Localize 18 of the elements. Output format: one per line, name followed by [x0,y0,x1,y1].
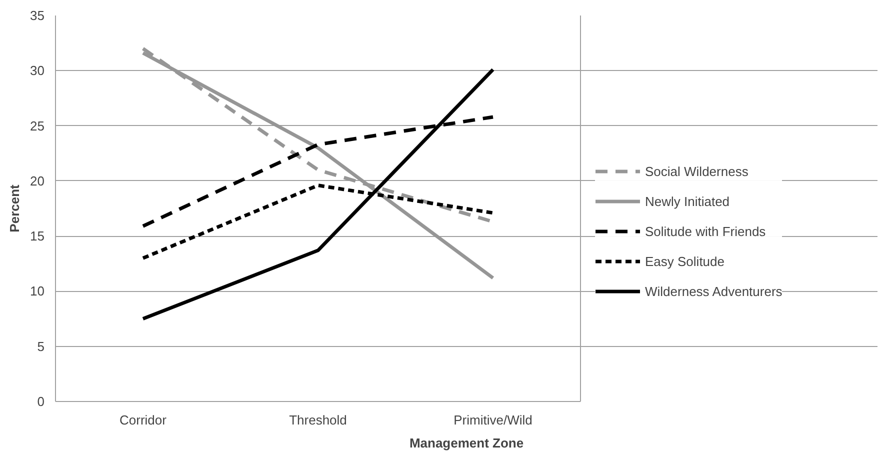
y-tick-label: 5 [37,338,45,354]
y-axis-title: Percent [7,184,22,232]
legend-label: Solitude with Friends [645,224,766,238]
legend-label: Easy Solitude [645,254,724,268]
legend-label: Wilderness Adventurers [645,284,782,298]
x-tick-label: Primitive/Wild [454,412,532,428]
y-tick-label: 25 [30,118,45,134]
legend-label: Social Wilderness [645,164,748,178]
x-tick-label: Corridor [120,412,168,428]
y-tick-label: 35 [30,8,45,23]
y-tick-label: 0 [37,394,45,409]
x-tick-label: Threshold [289,412,347,428]
y-tick-label: 20 [30,173,45,188]
y-tick-label: 10 [30,284,45,299]
x-axis-title: Management Zone [409,436,524,450]
y-tick-label: 30 [30,63,45,78]
y-tick-label: 15 [30,228,45,244]
legend-label: Newly Initiated [645,194,730,208]
